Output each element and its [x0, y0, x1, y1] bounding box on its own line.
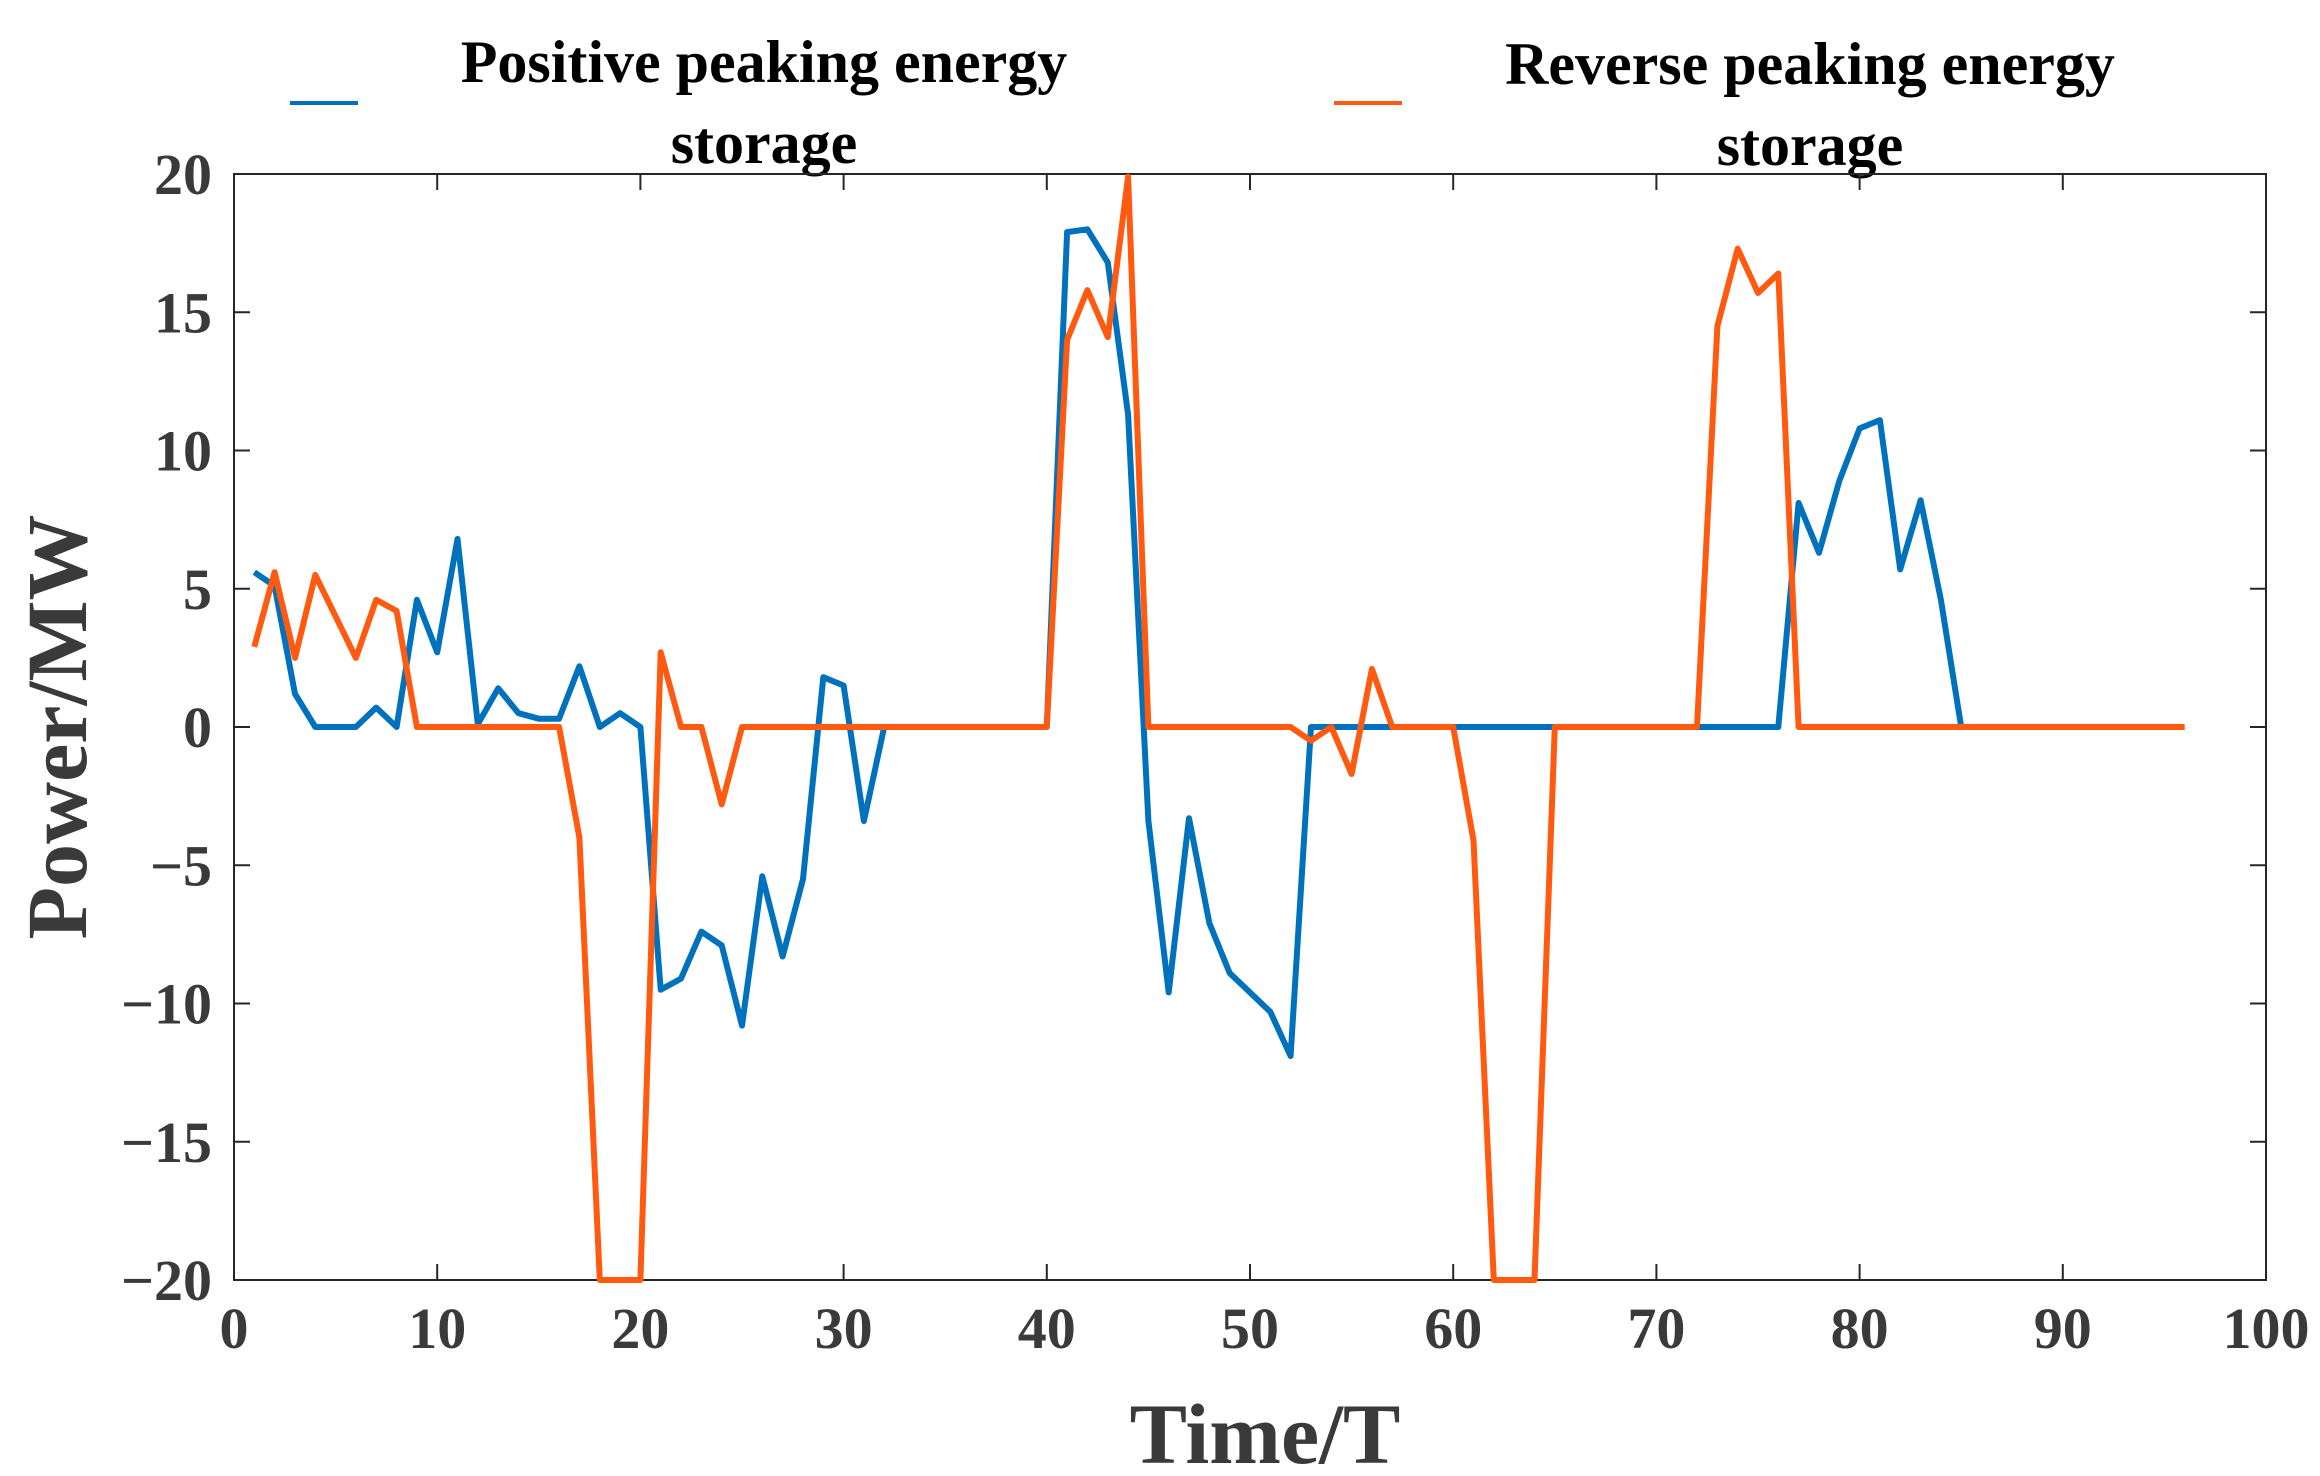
x-tick-label: 70 [1627, 1296, 1685, 1361]
x-axis-ticks [233, 174, 2267, 1280]
y-tick-label: 0 [183, 695, 212, 760]
series-line-positive [252, 226, 1965, 1059]
x-tick-label: 30 [815, 1296, 873, 1361]
x-axis-title: Time/T [1130, 1386, 1401, 1476]
y-tick-label: 5 [183, 557, 212, 622]
y-axis-title: Power/MW [9, 514, 105, 939]
y-tick-label: 15 [154, 280, 212, 345]
legend-label-positive-line1: Positive peaking energy [461, 29, 1068, 95]
legend-label-reverse-line2: storage [1717, 112, 1904, 178]
y-tick-label: 20 [154, 142, 212, 207]
y-axis-tick-labels: 20 15 10 5 0 −5 −10 −15 −20 [121, 142, 212, 1313]
x-tick-label: 40 [1018, 1296, 1076, 1361]
legend: Positive peaking energy storage Reverse … [290, 29, 2115, 178]
y-tick-label: −10 [121, 972, 212, 1037]
x-tick-label: 80 [1831, 1296, 1889, 1361]
x-tick-label: 60 [1424, 1296, 1482, 1361]
x-tick-label: 20 [611, 1296, 669, 1361]
x-tick-label: 50 [1221, 1296, 1279, 1361]
series-layer [251, 173, 2185, 1283]
y-tick-label: 10 [154, 419, 212, 484]
x-tick-label: 10 [408, 1296, 466, 1361]
y-tick-label: −5 [150, 833, 212, 898]
series-line-reverse [251, 173, 2185, 1283]
x-tick-label: 100 [2223, 1296, 2310, 1361]
y-tick-label: −15 [121, 1110, 212, 1175]
y-axis-ticks [234, 173, 2266, 1281]
x-tick-label: 90 [2034, 1296, 2092, 1361]
legend-label-positive-line2: storage [671, 110, 858, 176]
y-tick-label: −20 [121, 1248, 212, 1313]
x-axis-tick-labels: 0 10 20 30 40 50 60 70 80 90 100 [220, 1296, 2310, 1361]
x-tick-label: 0 [220, 1296, 249, 1361]
legend-label-reverse-line1: Reverse peaking energy [1505, 31, 2115, 97]
